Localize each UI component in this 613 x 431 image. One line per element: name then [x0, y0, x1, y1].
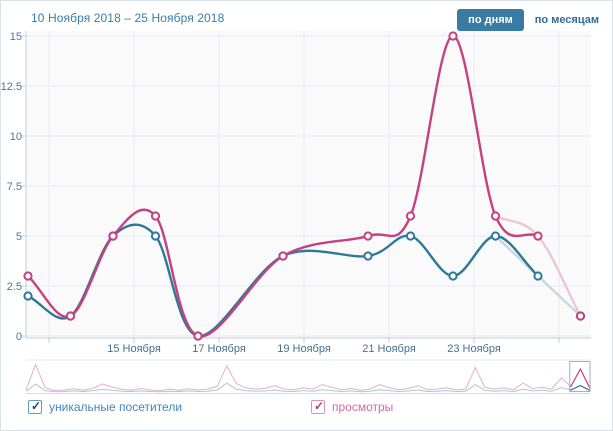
views-point-marker [575, 311, 586, 321]
overview-visitors-line [25, 382, 591, 393]
visitors-point-marker [405, 231, 416, 241]
by-months-button[interactable]: по месяцам [533, 9, 601, 31]
views-point-marker [405, 211, 416, 221]
x-tick-label: 15 Ноября [107, 343, 161, 355]
x-tick-label: 21 Ноября [362, 343, 416, 355]
views-point-marker [490, 211, 501, 221]
date-range-label: 10 Ноября 2018 – 25 Ноября 2018 [31, 11, 225, 25]
visitors-legend-label: уникальные посетители [49, 400, 183, 414]
views-checkbox[interactable]: ✓ [311, 400, 325, 414]
views-point-marker [363, 231, 373, 241]
legend-item-unique-visitors[interactable]: ✓ уникальные посетители [28, 400, 182, 414]
y-tick-label: 10 [10, 131, 22, 143]
views-point-marker [533, 231, 543, 241]
range-selection-box[interactable] [569, 361, 591, 392]
legend-item-views[interactable]: ✓ просмотры [311, 400, 393, 414]
y-tick-label: 12.5 [1, 81, 22, 93]
y-tick-label: 2.5 [7, 281, 22, 293]
visitors-point-marker [490, 231, 501, 241]
x-tick-label: 17 Ноября [192, 343, 246, 355]
by-days-button[interactable]: по дням [457, 9, 524, 31]
visitors-point-marker [363, 251, 373, 261]
views-legend-label: просмотры [332, 400, 394, 414]
views-point-marker [448, 31, 458, 41]
visitors-checkbox[interactable]: ✓ [28, 400, 42, 414]
views-point-marker [278, 251, 288, 261]
views-point-marker [150, 211, 161, 221]
y-tick-label: 15 [10, 31, 22, 43]
visitors-point-marker [448, 271, 458, 281]
visitors-point-marker [23, 291, 33, 301]
overview-views-line [25, 363, 591, 392]
y-tick-label: 0 [16, 331, 22, 343]
views-point-marker [193, 331, 203, 341]
x-tick-label: 19 Ноября [277, 343, 331, 355]
views-point-marker [108, 231, 118, 241]
mode-switch: по дням по месяцам [457, 9, 601, 31]
visitors-point-marker [150, 231, 161, 241]
plot-area [26, 31, 591, 338]
x-tick-label: 23 Ноября [447, 343, 501, 355]
views-point-marker [23, 271, 33, 281]
views-point-marker [65, 311, 76, 321]
y-tick-label: 5 [16, 231, 22, 243]
visitors-point-marker [533, 271, 543, 281]
legend: ✓ уникальные посетители ✓ просмотры [1, 400, 612, 420]
y-tick-label: 7.5 [7, 181, 22, 193]
